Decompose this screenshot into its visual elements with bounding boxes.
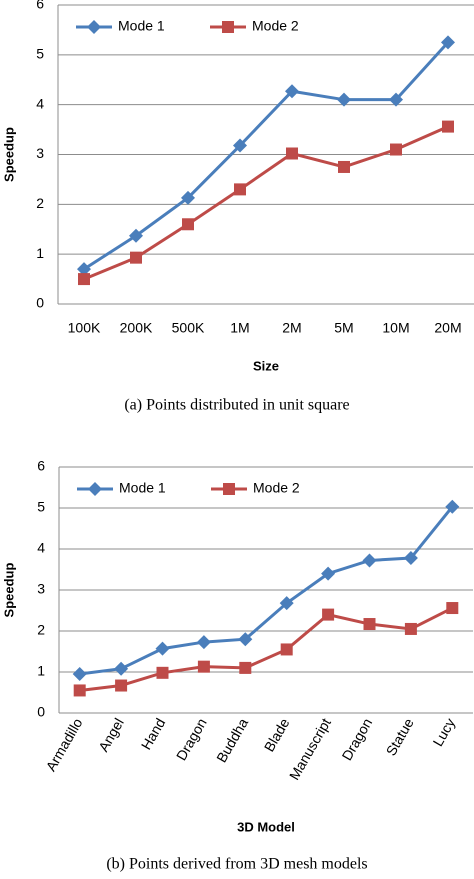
x-axis-title: 3D Model — [237, 819, 295, 834]
x-tick-label: Dragon — [338, 715, 375, 763]
x-tick-label: Armadillo — [42, 715, 85, 774]
y-tick-label: 6 — [36, 0, 44, 12]
y-axis-title: Speedup — [1, 562, 16, 617]
marker — [115, 679, 128, 692]
marker — [238, 632, 253, 647]
caption: (b) Points derived from 3D mesh models — [106, 856, 367, 873]
marker — [445, 499, 460, 514]
series-line — [83, 41, 450, 271]
x-tick-label: 1M — [230, 320, 249, 336]
y-tick-label: 0 — [36, 295, 44, 311]
x-axis-title: Size — [253, 358, 279, 373]
marker — [78, 273, 90, 286]
y-tick-label: 1 — [37, 663, 45, 679]
marker — [197, 660, 210, 673]
marker — [446, 602, 459, 615]
x-tick-label: Lucy — [429, 715, 458, 749]
y-tick-label: 2 — [37, 622, 45, 638]
marker — [73, 684, 86, 697]
legend-marker — [223, 483, 235, 495]
y-tick-label: 0 — [37, 704, 45, 720]
legend-marker — [87, 20, 101, 34]
series-line — [83, 125, 449, 281]
legend-label: Mode 2 — [252, 18, 299, 34]
marker — [363, 618, 376, 631]
marker — [234, 183, 246, 196]
y-tick-label: 5 — [36, 46, 44, 62]
marker — [337, 92, 351, 107]
x-tick-label: 2M — [282, 320, 301, 336]
x-tick-label: Manuscript — [286, 715, 334, 782]
x-tick-label: Buddha — [213, 715, 251, 765]
marker — [338, 160, 350, 173]
marker — [196, 635, 211, 650]
marker — [286, 147, 298, 160]
caption: (a) Points distributed in unit square — [124, 397, 349, 414]
series-line — [79, 606, 453, 692]
marker — [321, 566, 336, 581]
series-line — [79, 505, 454, 676]
x-tick-label: Blade — [261, 715, 293, 754]
y-axis-title: Speedup — [1, 127, 16, 182]
x-tick-label: Statue — [383, 715, 417, 758]
marker — [279, 596, 294, 611]
x-tick-label: 500K — [172, 320, 205, 336]
marker — [114, 661, 129, 676]
marker — [181, 190, 195, 205]
marker — [155, 641, 170, 656]
marker — [72, 667, 87, 682]
marker — [77, 262, 91, 277]
marker — [403, 551, 418, 566]
marker — [285, 84, 299, 99]
marker — [233, 138, 247, 153]
marker — [442, 120, 454, 133]
legend-label: Mode 1 — [119, 480, 166, 496]
marker — [182, 218, 194, 231]
y-tick-label: 5 — [37, 499, 45, 515]
x-tick-label: 20M — [434, 320, 461, 336]
marker — [389, 92, 403, 107]
legend-label: Mode 2 — [253, 480, 300, 496]
marker — [156, 666, 169, 679]
y-tick-label: 1 — [36, 245, 44, 261]
marker — [390, 143, 402, 156]
marker — [239, 661, 252, 674]
x-tick-label: Hand — [138, 715, 169, 752]
y-tick-label: 4 — [36, 95, 44, 111]
marker — [129, 228, 143, 243]
y-tick-label: 2 — [36, 195, 44, 211]
x-tick-label: Angel — [95, 715, 127, 754]
x-tick-label: 10M — [382, 320, 409, 336]
legend-marker — [222, 21, 234, 33]
y-tick-label: 3 — [36, 145, 44, 161]
marker — [362, 553, 377, 568]
y-tick-label: 3 — [37, 581, 45, 597]
y-tick-label: 6 — [37, 458, 45, 474]
marker — [441, 35, 455, 50]
marker — [280, 643, 293, 656]
marker — [404, 622, 417, 635]
x-tick-label: 200K — [120, 320, 153, 336]
marker — [130, 251, 142, 264]
marker — [322, 608, 335, 621]
x-tick-label: 100K — [68, 320, 101, 336]
y-tick-label: 4 — [37, 540, 45, 556]
legend-label: Mode 1 — [118, 18, 165, 34]
x-tick-label: Dragon — [173, 715, 210, 763]
legend-marker — [88, 482, 102, 496]
x-tick-label: 5M — [334, 320, 353, 336]
